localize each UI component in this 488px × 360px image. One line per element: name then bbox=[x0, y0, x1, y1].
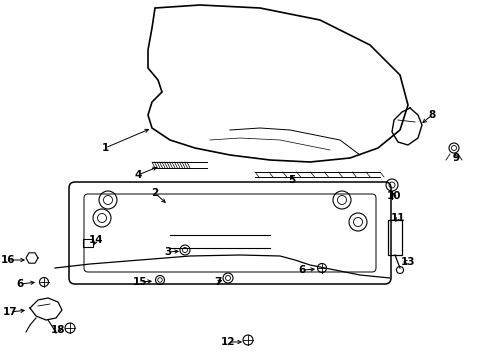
Text: 10: 10 bbox=[386, 191, 401, 201]
Text: 1: 1 bbox=[101, 143, 108, 153]
Text: 14: 14 bbox=[88, 235, 103, 245]
Text: 7: 7 bbox=[214, 277, 221, 287]
Text: 18: 18 bbox=[51, 325, 65, 335]
Bar bbox=[387, 220, 401, 255]
Text: 17: 17 bbox=[2, 307, 17, 317]
Text: 6: 6 bbox=[16, 279, 23, 289]
Text: 5: 5 bbox=[288, 175, 295, 185]
Text: 12: 12 bbox=[220, 337, 235, 347]
Text: 11: 11 bbox=[390, 213, 405, 223]
Text: 2: 2 bbox=[151, 188, 158, 198]
Text: 13: 13 bbox=[400, 257, 414, 267]
Text: 4: 4 bbox=[134, 170, 142, 180]
Bar bbox=[83, 239, 93, 247]
Text: 15: 15 bbox=[132, 277, 147, 287]
Text: 3: 3 bbox=[164, 247, 171, 257]
Text: 6: 6 bbox=[298, 265, 305, 275]
Text: 8: 8 bbox=[427, 110, 435, 120]
Text: 16: 16 bbox=[1, 255, 15, 265]
Text: 9: 9 bbox=[451, 153, 459, 163]
